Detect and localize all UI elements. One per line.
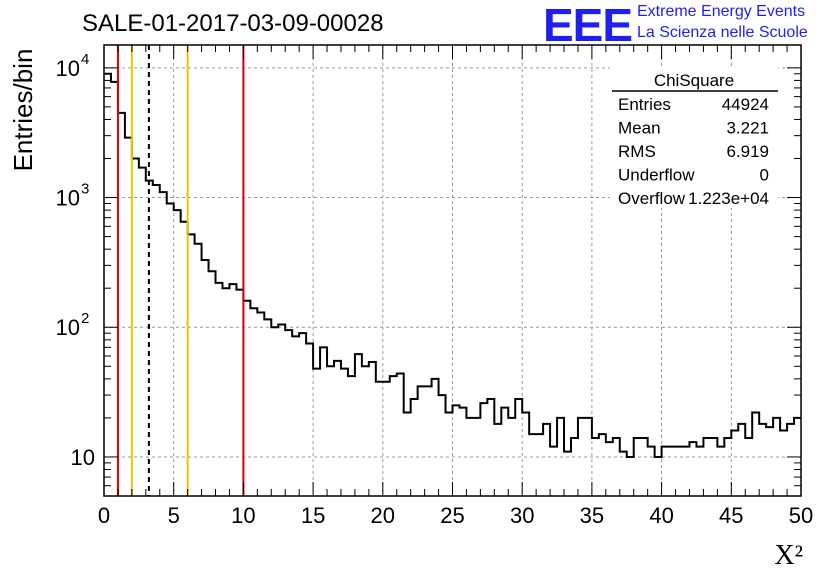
x-tick-label: 5 xyxy=(168,503,180,528)
stats-value: 6.919 xyxy=(726,142,769,161)
stats-label: Entries xyxy=(618,95,671,114)
x-tick-label: 15 xyxy=(301,503,325,528)
x-tick-label: 30 xyxy=(510,503,534,528)
x-tick-label: 25 xyxy=(440,503,464,528)
y-tick-exponent: 2 xyxy=(81,310,89,327)
stats-label: Mean xyxy=(618,119,661,138)
x-tick-label: 10 xyxy=(231,503,255,528)
histogram-series xyxy=(104,72,801,458)
stats-title: ChiSquare xyxy=(654,71,734,90)
y-tick-label: 10 xyxy=(71,445,95,470)
y-tick-exponent: 3 xyxy=(81,181,89,198)
y-axis-label: Entries/bin xyxy=(8,49,38,172)
y-tick-label: 10 xyxy=(56,186,80,211)
x-tick-label: 45 xyxy=(719,503,743,528)
stats-label: RMS xyxy=(618,142,656,161)
y-tick-label: 10 xyxy=(56,56,80,81)
x-tick-label: 50 xyxy=(789,503,813,528)
eee-logo: EEE xyxy=(543,0,633,51)
y-tick-label: 10 xyxy=(56,315,80,340)
logo-line-1: Extreme Energy Events xyxy=(637,3,806,20)
x-tick-label: 40 xyxy=(649,503,673,528)
stats-value: 44924 xyxy=(722,95,769,114)
x-tick-label: 35 xyxy=(580,503,604,528)
x-tick-label: 20 xyxy=(371,503,395,528)
x-tick-label: 0 xyxy=(98,503,110,528)
stats-value: 1.223e+04 xyxy=(688,189,769,208)
stats-value: 0 xyxy=(760,166,769,185)
y-tick-exponent: 4 xyxy=(81,51,89,68)
stats-label: Overflow xyxy=(618,189,686,208)
stats-box xyxy=(610,66,778,208)
plot-title: SALE-01-2017-03-09-00028 xyxy=(82,10,384,37)
x-axis-label: X² xyxy=(774,540,803,571)
logo-line-2: La Scienza nelle Scuole xyxy=(637,24,808,41)
stats-value: 3.221 xyxy=(726,119,769,138)
stats-label: Underflow xyxy=(618,166,695,185)
